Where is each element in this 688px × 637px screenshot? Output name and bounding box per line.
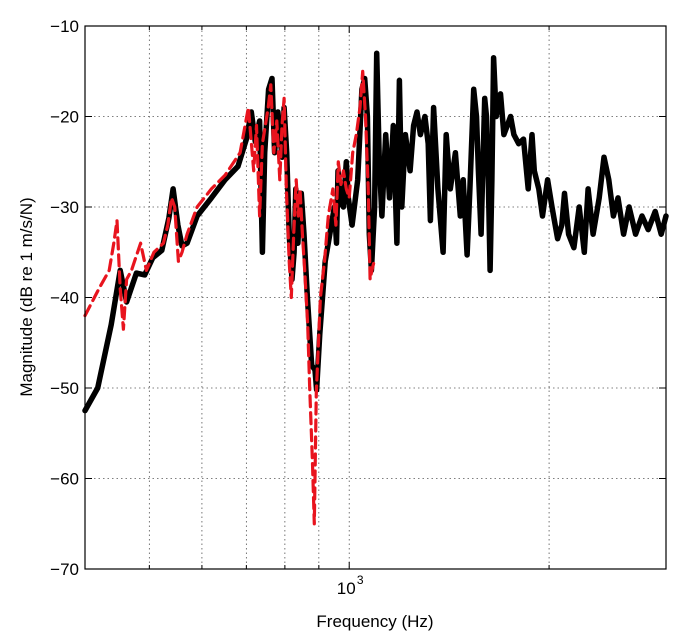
y-axis-label: Magnitude (dB re 1 m/s/N) (17, 197, 36, 396)
y-tick-label: −30 (50, 198, 79, 217)
axes-layer: −10 −20 −30 −40 −50 −60 −70 10 3 (50, 17, 666, 598)
red-dashed-series-line (83, 69, 376, 526)
black-solid-series-line (82, 50, 669, 414)
series-layer (82, 50, 669, 526)
y-tick-label: −20 (50, 108, 79, 127)
y-tick-label: −70 (50, 560, 79, 579)
x-tick-label: 10 (337, 579, 356, 598)
y-tick-label: −40 (50, 289, 79, 308)
y-tick-label: −10 (50, 17, 79, 36)
x-tick-label-exponent: 3 (357, 573, 364, 587)
y-tick-label: −60 (50, 470, 79, 489)
y-tick-label: −50 (50, 379, 79, 398)
x-axis-label: Frequency (Hz) (316, 612, 433, 631)
